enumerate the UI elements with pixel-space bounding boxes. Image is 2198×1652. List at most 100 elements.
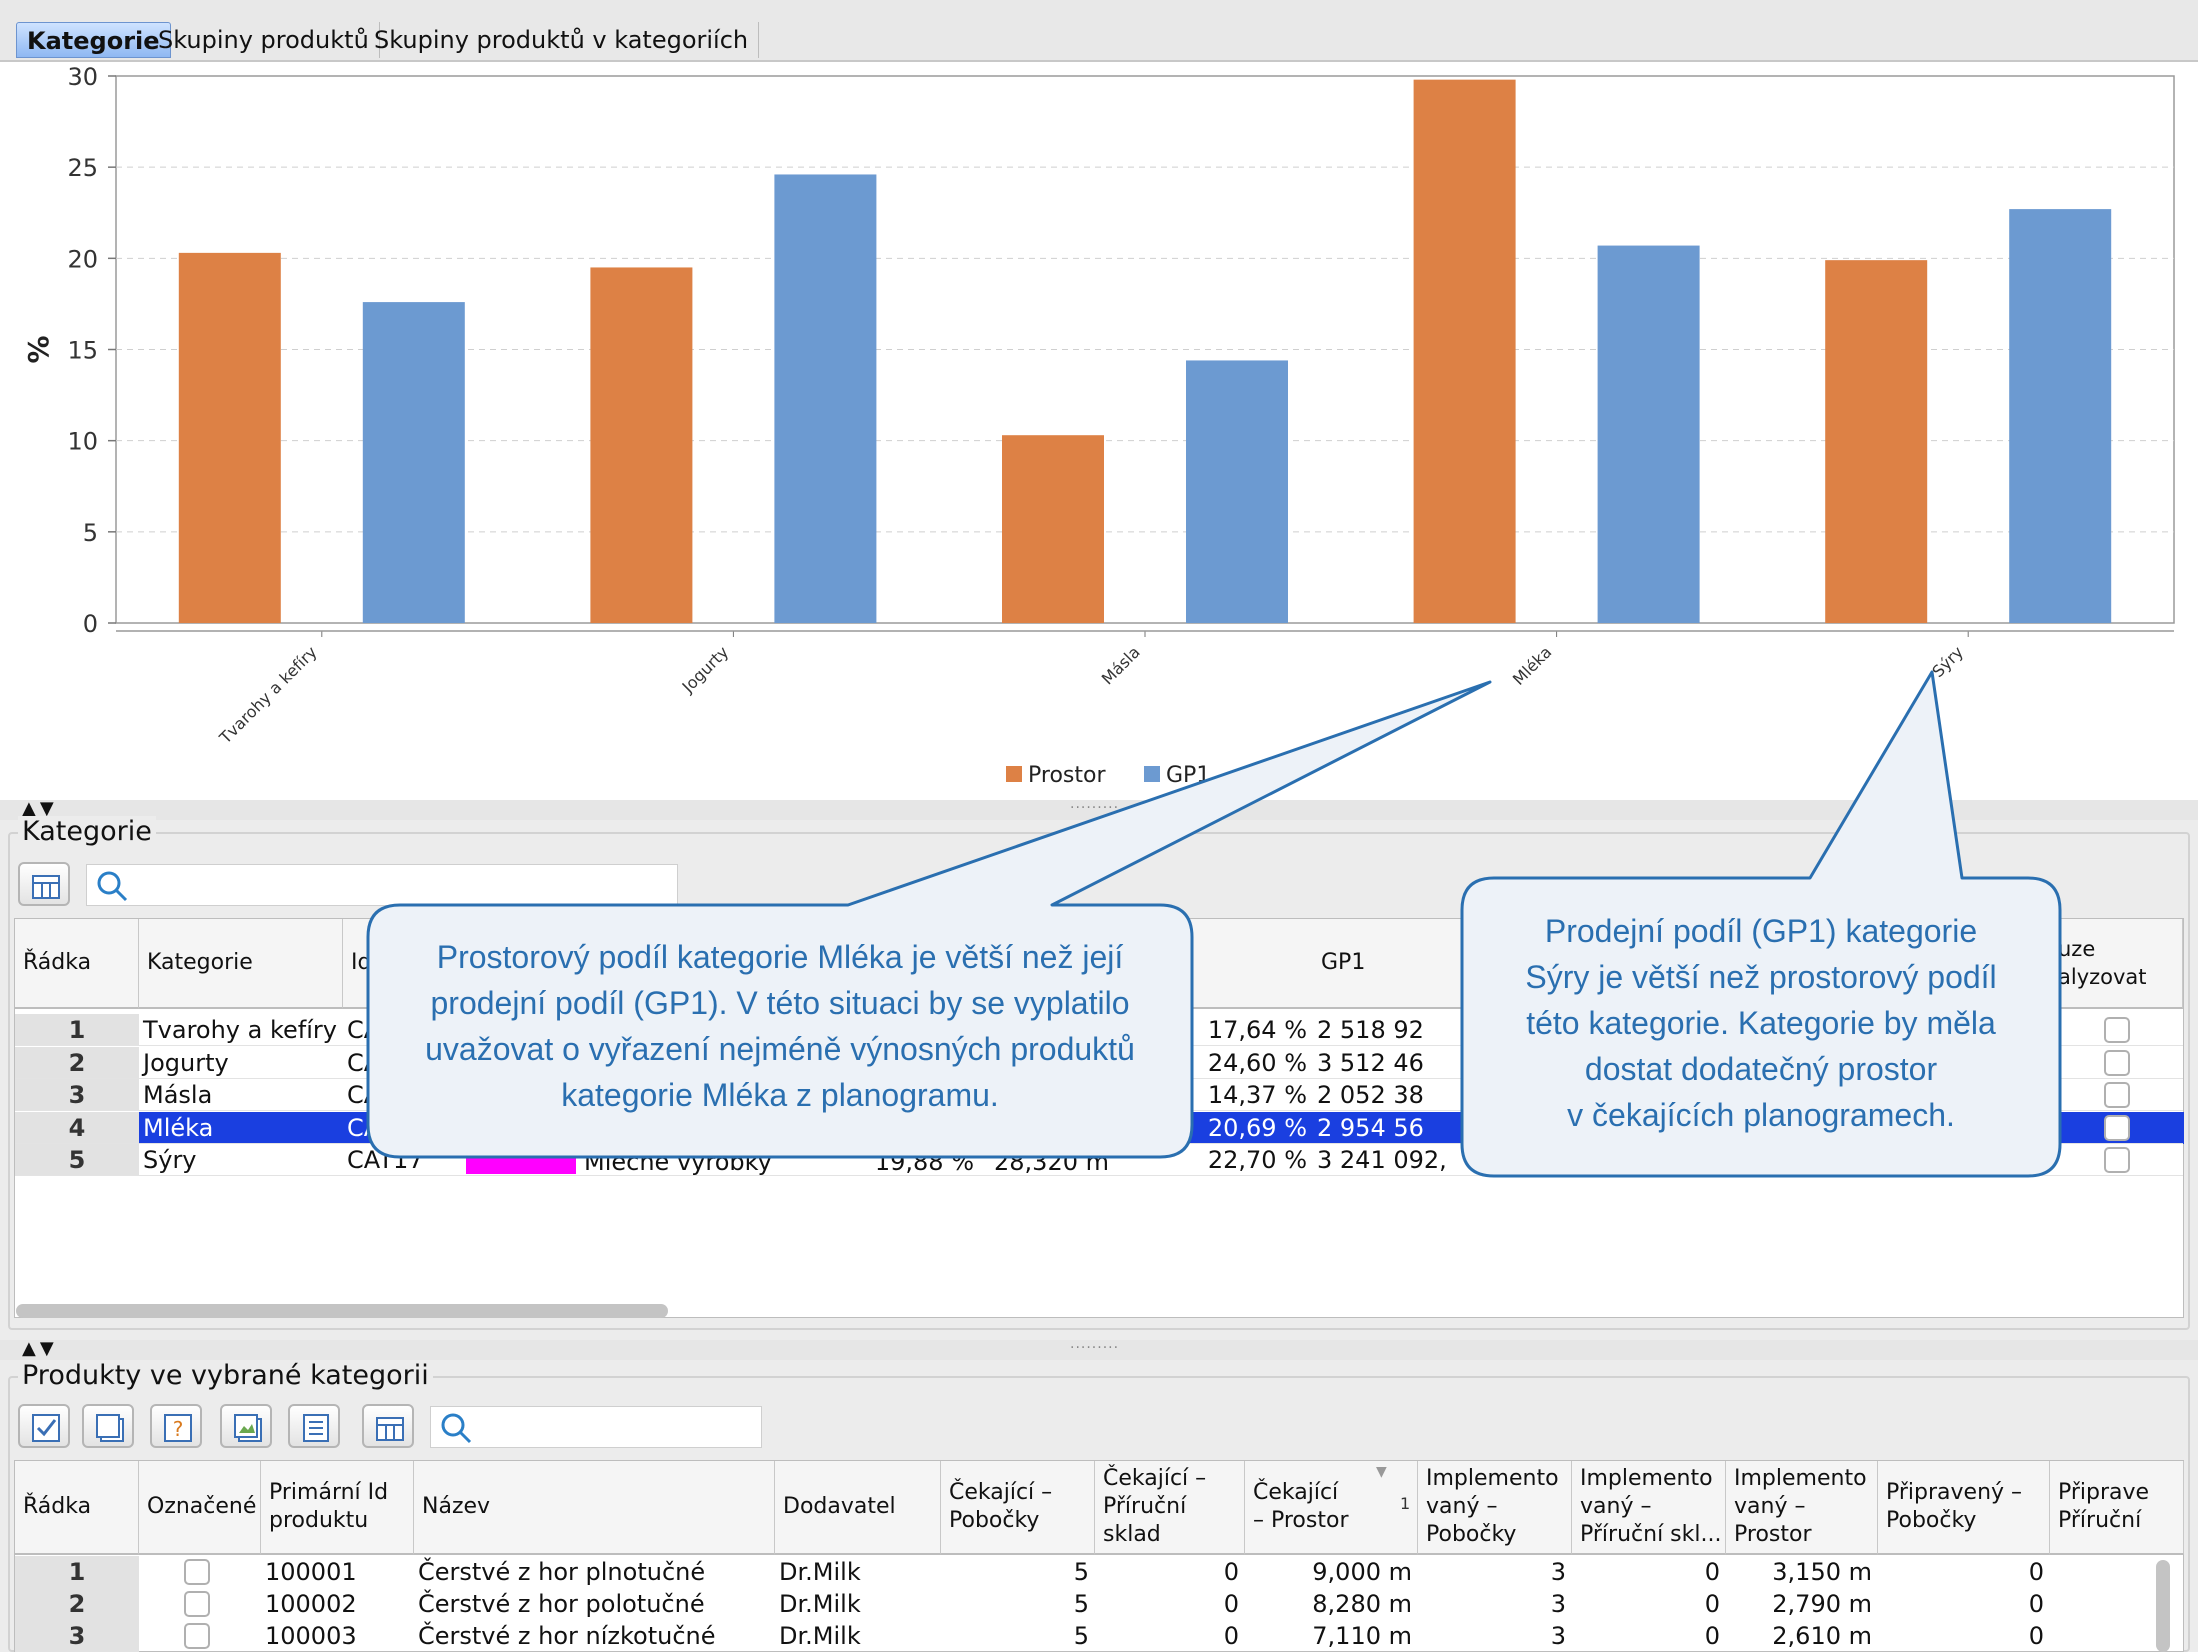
search-icon [441, 1413, 472, 1444]
kat-row-number[interactable]: 5 [15, 1144, 139, 1176]
kat-row-number[interactable]: 4 [15, 1112, 139, 1144]
prod-row-impl-branches[interactable]: 3 [1550, 1590, 1566, 1618]
kat-row-analyze-checkbox[interactable] [2104, 1017, 2130, 1043]
col-impl-prostor[interactable]: Implemento vaný – Prostor [1726, 1461, 1878, 1555]
prod-row-checkbox[interactable] [184, 1623, 210, 1649]
kategorie-search-input[interactable] [86, 864, 678, 906]
tab-skupiny-produktu[interactable]: Skupiny produktů [148, 22, 380, 58]
col-impl-pobocky[interactable]: Implemento vaný – Pobočky [1418, 1461, 1572, 1555]
kat-row-number[interactable]: 1 [15, 1014, 139, 1046]
kat-row-analyze-checkbox[interactable] [2104, 1050, 2130, 1076]
kat-row-number[interactable]: 3 [15, 1079, 139, 1111]
col-primarni-id[interactable]: Primární Id produktu [261, 1461, 414, 1555]
prod-row-waiting-branches[interactable]: 5 [1073, 1558, 1089, 1586]
col-radka[interactable]: Řádka [15, 919, 139, 1009]
prod-row-waiting-space[interactable]: 9,000 m [1312, 1558, 1412, 1586]
kat-row-pct[interactable]: 14,37 % [1207, 1081, 1307, 1109]
prod-row-waiting-branches[interactable]: 5 [1073, 1590, 1089, 1618]
prod-row-impl-space[interactable]: 2,790 m [1772, 1590, 1872, 1618]
prod-row-waiting-branches[interactable]: 5 [1073, 1622, 1089, 1650]
kat-row-number[interactable]: 2 [15, 1047, 139, 1079]
invert-selection-button[interactable]: ? [150, 1404, 202, 1448]
prod-row-waiting-store[interactable]: 0 [1223, 1590, 1239, 1618]
kat-row-pct[interactable]: 24,60 % [1207, 1049, 1307, 1077]
kat-row-gp1[interactable]: 3 512 46 [1317, 1049, 1424, 1077]
col-dodavatel[interactable]: Dodavatel [775, 1461, 941, 1555]
kat-row-analyze-checkbox[interactable] [2104, 1115, 2130, 1141]
callout-left-text: Prostorový podíl kategorie Mléka je větš… [425, 939, 1135, 1113]
kat-row-analyze-checkbox[interactable] [2104, 1147, 2130, 1173]
legend-swatch-gp1 [1144, 766, 1160, 782]
products-export-button[interactable] [362, 1404, 414, 1448]
prod-row-supplier[interactable]: Dr.Milk [779, 1622, 861, 1650]
prod-row-number[interactable]: 3 [15, 1620, 139, 1652]
col-cekajici-pobocky[interactable]: Čekající – Pobočky [941, 1461, 1095, 1555]
prod-row-supplier[interactable]: Dr.Milk [779, 1590, 861, 1618]
tab-kategorie[interactable]: Kategorie [16, 22, 171, 58]
prod-row-id[interactable]: 100002 [265, 1590, 357, 1618]
prod-row-waiting-store[interactable]: 0 [1223, 1622, 1239, 1650]
kat-row-gp1[interactable]: 3 241 092, [1317, 1146, 1447, 1174]
splitter-chart[interactable]: ▲▼ ········· [0, 798, 2198, 820]
kat-row-gp1[interactable]: 2 518 92 [1317, 1016, 1424, 1044]
bar-gp1-3 [1186, 360, 1288, 623]
col-gp1[interactable]: GP1 [1313, 919, 1483, 1009]
select-all-button[interactable] [18, 1404, 70, 1448]
kat-row-gp1[interactable]: 2 954 56 [1313, 1112, 1483, 1144]
kat-row-name[interactable]: Jogurty [143, 1049, 229, 1077]
kat-row-analyze-checkbox[interactable] [2104, 1082, 2130, 1108]
prod-row-id[interactable]: 100001 [265, 1558, 357, 1586]
kat-row-name[interactable]: Tvarohy a kefíry [143, 1016, 337, 1044]
kat-row-name[interactable]: Másla [143, 1081, 213, 1109]
col-nazev[interactable]: Název [414, 1461, 775, 1555]
list-view-button[interactable] [288, 1404, 340, 1448]
prod-row-name[interactable]: Čerstvé z hor polotučné [418, 1590, 705, 1618]
prod-row-impl-branches[interactable]: 3 [1550, 1622, 1566, 1650]
export-button[interactable] [18, 862, 70, 906]
prod-row-impl-store[interactable]: 0 [1704, 1558, 1720, 1586]
image-view-button[interactable] [220, 1404, 272, 1448]
col-pripraveny-pobocky[interactable]: Připravený – Pobočky [1878, 1461, 2050, 1555]
prod-row-impl-store[interactable]: 0 [1704, 1622, 1720, 1650]
prod-row-impl-branches[interactable]: 3 [1550, 1558, 1566, 1586]
col-pouze-analyzovat[interactable]: uze alyzovat [2050, 919, 2183, 1009]
prod-row-waiting-store[interactable]: 0 [1223, 1558, 1239, 1586]
kat-row-pct[interactable]: 17,64 % [1207, 1016, 1307, 1044]
prod-row-name[interactable]: Čerstvé z hor plnotučné [418, 1558, 706, 1586]
prod-row-name[interactable]: Čerstvé z hor nízkotučné [418, 1622, 716, 1650]
svg-text:?: ? [173, 1417, 184, 1441]
col-kategorie[interactable]: Kategorie [139, 919, 343, 1009]
deselect-all-button[interactable] [82, 1404, 134, 1448]
kat-row-gp1[interactable]: 2 052 38 [1317, 1081, 1424, 1109]
legend-swatch-prostor [1006, 766, 1022, 782]
prod-row-number[interactable]: 2 [15, 1588, 139, 1620]
prod-row-supplier[interactable]: Dr.Milk [779, 1558, 861, 1586]
prod-row-checkbox[interactable] [184, 1559, 210, 1585]
prod-row-impl-space[interactable]: 2,610 m [1772, 1622, 1872, 1650]
col-pripraveny-prirucni[interactable]: Připrave Příruční [2050, 1461, 2184, 1555]
kat-row-name[interactable]: Mléka [139, 1112, 343, 1144]
kat-row-pct[interactable]: 22,70 % [1207, 1146, 1307, 1174]
prod-row-impl-space[interactable]: 3,150 m [1772, 1558, 1872, 1586]
prod-row-id[interactable]: 100003 [265, 1622, 357, 1650]
prod-row-checkbox[interactable] [184, 1591, 210, 1617]
kat-row-name[interactable]: Sýry [143, 1146, 197, 1174]
prod-row-waiting-space[interactable]: 8,280 m [1312, 1590, 1412, 1618]
col-cekajici-prostor[interactable]: Čekající – Prostor [1245, 1461, 1418, 1555]
prod-row-ready-branches[interactable]: 0 [2028, 1558, 2044, 1586]
splitter-products[interactable]: ▲▼ ········· [0, 1338, 2198, 1360]
prod-row-impl-store[interactable]: 0 [1704, 1590, 1720, 1618]
prod-row-waiting-space[interactable]: 7,110 m [1312, 1622, 1412, 1650]
vertical-scrollbar[interactable] [2156, 1560, 2170, 1652]
col-impl-prirucni-sklad[interactable]: Implemento vaný – Příruční skl... [1572, 1461, 1726, 1555]
prod-row-ready-branches[interactable]: 0 [2028, 1622, 2044, 1650]
col-cekajici-prirucni-sklad[interactable]: Čekající – Příruční sklad [1095, 1461, 1245, 1555]
prod-row-ready-branches[interactable]: 0 [2028, 1590, 2044, 1618]
col-oznacene[interactable]: Označené [139, 1461, 261, 1555]
tab-skupiny-v-kategoriich[interactable]: Skupiny produktů v kategoriích [364, 22, 760, 58]
prod-row-number[interactable]: 1 [15, 1556, 139, 1588]
col-radka[interactable]: Řádka [15, 1461, 139, 1555]
products-search-input[interactable] [430, 1406, 762, 1448]
kat-row-pct[interactable]: 20,69 % [1183, 1112, 1313, 1144]
horizontal-scrollbar[interactable] [16, 1304, 668, 1318]
